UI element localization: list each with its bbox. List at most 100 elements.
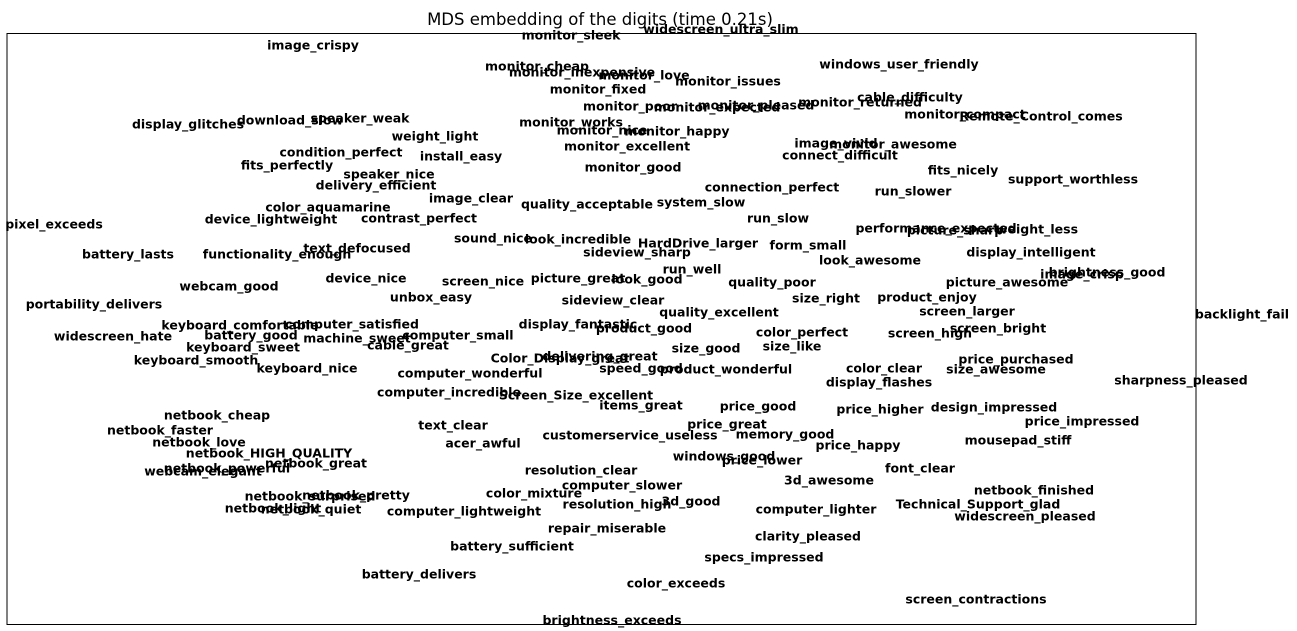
- point-label: brightness_exceeds: [542, 613, 681, 629]
- point-label: price_impressed: [1025, 414, 1140, 430]
- point-label: cable_difficulty: [857, 90, 963, 106]
- point-label: keyboard_comfortable: [161, 318, 318, 334]
- point-label: Remote_Control_comes: [959, 109, 1122, 125]
- point-label: monitor_poor: [583, 99, 678, 115]
- point-label: screen_nice: [442, 274, 524, 290]
- point-label: computer_small: [402, 328, 513, 344]
- point-label: color_mixture: [486, 486, 582, 502]
- point-label: display_fantastic: [519, 317, 638, 333]
- point-label: image_crispy: [267, 38, 359, 54]
- point-label: connection_perfect: [705, 180, 840, 196]
- point-label: Screen_Size_excellent: [499, 388, 653, 404]
- point-label: netbook_light: [225, 501, 321, 517]
- point-label: acer_awful: [445, 436, 520, 452]
- point-label: device_lightweight: [205, 212, 338, 228]
- point-label: computer_satisfied: [285, 317, 419, 333]
- point-label: contrast_perfect: [361, 211, 477, 227]
- point-label: fits_nicely: [928, 163, 998, 179]
- point-label: HardDrive_larger: [638, 236, 759, 252]
- point-label: size_awesome: [946, 362, 1046, 378]
- point-label: netbook_cheap: [164, 408, 270, 424]
- point-label: webcam_elegant: [144, 464, 262, 480]
- point-label: monitor_cheap: [485, 59, 589, 75]
- point-label: widescreen_ultra_slim: [643, 22, 798, 38]
- point-label: netbook_finished: [974, 483, 1094, 499]
- point-label: sound_nice: [454, 231, 532, 247]
- point-label: unbox_easy: [390, 290, 472, 306]
- point-label: portability_delivers: [26, 297, 163, 313]
- point-label: screen_bright: [950, 321, 1046, 337]
- point-label: monitor_returned: [798, 95, 922, 111]
- point-label: battery_sufficient: [450, 539, 574, 555]
- point-label: download_slow: [237, 113, 344, 129]
- point-label: display_intelligent: [966, 245, 1095, 261]
- point-label: netbook_great: [265, 456, 367, 472]
- point-label: customerservice_useless: [542, 428, 717, 444]
- point-label: windows_user_friendly: [819, 57, 978, 73]
- point-label: price_good: [720, 399, 797, 415]
- point-label: netbook_pretty: [302, 488, 410, 504]
- point-label: display_flashes: [826, 375, 932, 391]
- point-label: monitor_good: [585, 160, 682, 176]
- point-label: monitor_inexpensive: [509, 65, 655, 81]
- point-label: brightness_good: [1049, 265, 1166, 281]
- point-label: Technical_Support_glad: [896, 497, 1061, 513]
- point-label: monitor_awesome: [829, 137, 957, 153]
- point-label: form_small: [770, 238, 847, 254]
- point-label: battery_delivers: [362, 567, 477, 583]
- point-label: color_clear: [846, 361, 923, 377]
- point-label: run_slow: [747, 211, 810, 227]
- point-label: computer_lighter: [756, 502, 878, 518]
- point-label: weight_less: [996, 222, 1078, 238]
- point-label: monitor_compact: [904, 107, 1026, 123]
- point-label: price_higher: [836, 402, 924, 418]
- point-label: system_slow: [657, 195, 746, 211]
- point-label: font_clear: [885, 461, 956, 477]
- point-label: product_enjoy: [877, 290, 977, 306]
- point-label: run_slower: [875, 184, 953, 200]
- point-label: picture_awesome: [946, 275, 1068, 291]
- point-label: text_clear: [418, 418, 488, 434]
- point-label: computer_slower: [562, 478, 683, 494]
- point-label: device_nice: [325, 271, 406, 287]
- point-label: monitor_expected: [654, 100, 781, 116]
- point-label: fits_perfectly: [241, 158, 333, 174]
- point-label: size_like: [763, 339, 822, 355]
- point-label: machine_sweet: [303, 331, 411, 347]
- point-label: resolution_high: [563, 497, 672, 513]
- point-label: netbook_faster: [107, 423, 214, 439]
- point-label: speaker_nice: [343, 167, 434, 183]
- point-label: monitor_fixed: [550, 82, 647, 98]
- point-label: netbook_powerful: [164, 461, 290, 477]
- point-label: look_awesome: [819, 253, 921, 269]
- point-label: monitor_issues: [675, 74, 781, 90]
- point-label: monitor_pleased: [698, 98, 815, 114]
- point-label: functionality_enough: [203, 247, 351, 263]
- point-label: size_right: [792, 291, 860, 307]
- chart-title: MDS embedding of the digits (time 0.21s): [427, 10, 773, 29]
- point-label: speed_good: [599, 361, 683, 377]
- point-label: text_defocused: [303, 241, 410, 257]
- point-label: price_lower: [722, 453, 803, 469]
- point-label: sideview_sharp: [583, 245, 691, 261]
- point-label: battery_good: [204, 328, 297, 344]
- point-label: weight_light: [392, 129, 479, 145]
- point-label: sideview_clear: [562, 293, 665, 309]
- point-label: design_impressed: [931, 400, 1057, 416]
- point-label: monitor_sleek: [522, 28, 621, 44]
- point-label: quality_acceptable: [521, 197, 653, 213]
- point-label: picture_great: [531, 271, 625, 287]
- point-label: support_worthless: [1008, 172, 1138, 188]
- point-label: price_great: [687, 417, 767, 433]
- point-label: monitor_love: [598, 68, 689, 84]
- point-label: display_glitches: [132, 117, 244, 133]
- point-label: webcam_good: [179, 279, 278, 295]
- point-label: look_incredible: [525, 232, 631, 248]
- point-label: netbook_surprised: [245, 489, 376, 505]
- point-label: color_exceeds: [627, 576, 726, 592]
- point-label: keyboard_nice: [256, 361, 357, 377]
- point-label: netbook_love: [152, 435, 246, 451]
- point-label: specs_impressed: [704, 550, 823, 566]
